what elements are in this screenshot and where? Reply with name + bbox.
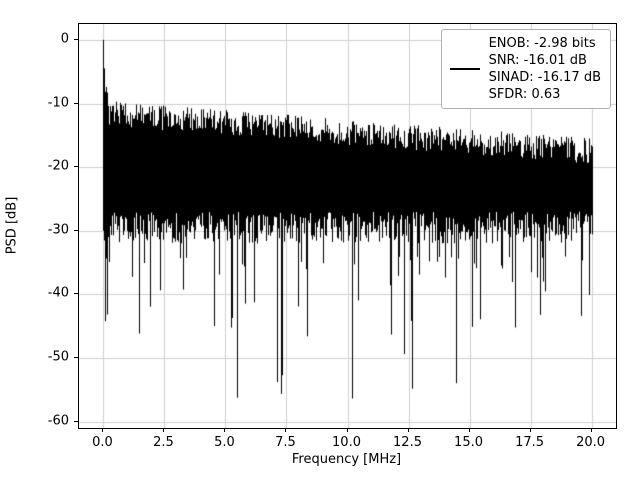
plot-area: ENOB: -2.98 bits SNR: -16.01 dB SINAD: -… xyxy=(78,23,617,429)
x-tick-mark xyxy=(529,428,531,432)
x-axis-label: Frequency [MHz] xyxy=(291,452,402,467)
legend-line-sample xyxy=(449,68,480,70)
y-tick-mark xyxy=(74,166,78,168)
y-tick-label: -30 xyxy=(47,222,69,238)
x-tick-label: 17.5 xyxy=(515,435,545,450)
x-tick-mark xyxy=(407,428,409,432)
x-tick-label: 5.0 xyxy=(214,435,235,450)
x-tick-label: 7.5 xyxy=(275,435,296,450)
y-axis-label: PSD [dB] xyxy=(4,196,20,255)
y-tick-mark xyxy=(74,357,78,359)
legend-text-block: ENOB: -2.98 bits SNR: -16.01 dB SINAD: -… xyxy=(489,35,601,103)
legend-snr: SNR: -16.01 dB xyxy=(488,53,587,68)
y-tick-label: -10 xyxy=(47,95,69,111)
y-tick-label: -40 xyxy=(47,285,69,301)
y-tick-label: -50 xyxy=(47,349,69,365)
x-tick-mark xyxy=(102,428,104,432)
legend-sinad: SINAD: -16.17 dB xyxy=(488,70,601,85)
legend-sfdr: SFDR: 0.63 xyxy=(488,87,561,102)
y-tick-mark xyxy=(74,420,78,422)
legend-enob: ENOB: -2.98 bits xyxy=(488,36,596,51)
y-tick-mark xyxy=(74,293,78,295)
legend: ENOB: -2.98 bits SNR: -16.01 dB SINAD: -… xyxy=(440,29,611,109)
x-tick-mark xyxy=(285,428,287,432)
x-tick-label: 12.5 xyxy=(393,435,422,450)
x-tick-mark xyxy=(346,428,348,432)
x-tick-label: 15.0 xyxy=(454,435,484,450)
x-tick-mark xyxy=(224,428,226,432)
x-tick-label: 20.0 xyxy=(576,435,606,450)
x-tick-label: 0.0 xyxy=(92,435,113,450)
y-tick-mark xyxy=(74,229,78,231)
x-tick-mark xyxy=(590,428,592,432)
x-tick-mark xyxy=(163,428,165,432)
x-tick-mark xyxy=(468,428,470,432)
x-tick-label: 2.5 xyxy=(153,435,174,450)
y-tick-mark xyxy=(74,102,78,104)
y-tick-label: -60 xyxy=(47,413,69,429)
y-tick-label: 0 xyxy=(60,31,69,47)
x-tick-label: 10.0 xyxy=(332,435,361,450)
y-tick-label: -20 xyxy=(47,158,69,174)
y-tick-mark xyxy=(74,38,78,40)
